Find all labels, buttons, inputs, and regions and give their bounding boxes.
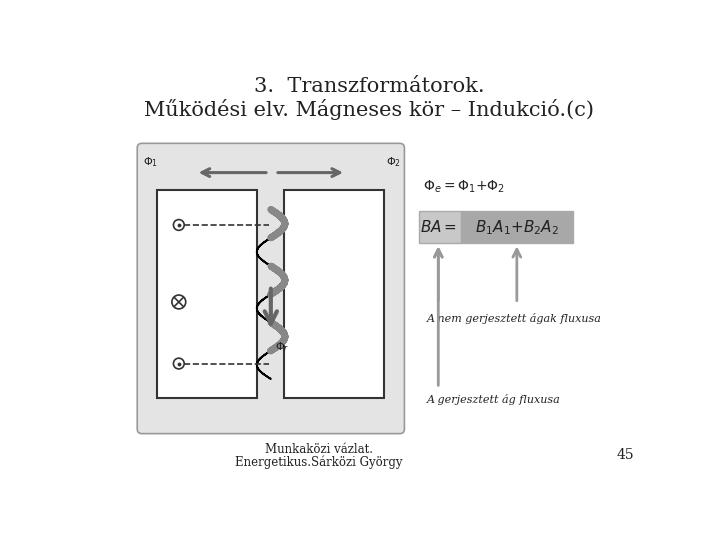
Circle shape [174,220,184,231]
Bar [419,211,462,244]
Text: A gerjesztett ág fluxusa: A gerjesztett ág fluxusa [427,394,560,405]
Text: $B_1A_1{+}B_2A_2$: $B_1A_1{+}B_2A_2$ [475,218,559,237]
Bar [462,211,573,244]
Text: $\Phi_2$: $\Phi_2$ [386,155,401,168]
Text: 45: 45 [616,448,634,462]
Text: $\Phi_r$: $\Phi_r$ [274,340,289,354]
Circle shape [172,295,186,309]
Bar [157,190,257,398]
FancyBboxPatch shape [138,143,405,434]
Text: Energetikus.Sárközi György: Energetikus.Sárközi György [235,455,402,469]
Text: A nem gerjesztett ágak fluxusa: A nem gerjesztett ágak fluxusa [427,313,602,325]
Text: $BA=$: $BA=$ [420,219,456,235]
Text: Munkaközi vázlat.: Munkaközi vázlat. [265,443,373,456]
Text: 3.  Transzformátorok.: 3. Transzformátorok. [253,77,485,96]
Bar [284,190,384,398]
Text: Működési elv. Mágneses kör – Indukció.(c): Működési elv. Mágneses kör – Indukció.(c… [144,99,594,120]
Text: $\Phi_1$: $\Phi_1$ [143,155,158,168]
Circle shape [174,358,184,369]
Text: $\Phi_e{=}\Phi_1{+}\Phi_2$: $\Phi_e{=}\Phi_1{+}\Phi_2$ [423,178,505,194]
